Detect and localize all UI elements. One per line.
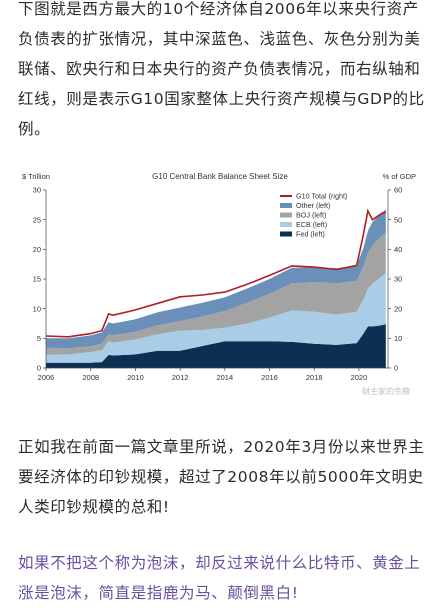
x-tick-label: 2010 xyxy=(127,373,144,382)
watermark-text: 财主家的余粮 xyxy=(362,386,410,396)
body-paragraph: 正如我在前面一篇文章里所说，2020年3月份以来世界主要经济体的印钞规模，超过了… xyxy=(18,438,425,516)
x-tick-label: 2012 xyxy=(172,373,189,382)
left-tick-label: 5 xyxy=(37,334,41,343)
right-axis-label: % of GDP xyxy=(383,172,416,181)
legend-label-other: Other (left) xyxy=(296,201,330,210)
x-tick-label: 2020 xyxy=(351,373,368,382)
legend-label-boj: BOJ (left) xyxy=(296,211,326,220)
right-tick-label: 0 xyxy=(394,364,398,373)
legend-swatch-ecb xyxy=(280,222,292,227)
legend-label-fed: Fed (left) xyxy=(296,230,325,239)
area-ecb xyxy=(46,273,386,363)
left-tick-label: 15 xyxy=(33,275,41,284)
intro-paragraph: 下图就是西方最大的10个经济体自2006年以来央行资产负债表的扩张情况，其中深蓝… xyxy=(18,0,425,138)
area-series-group xyxy=(46,209,386,368)
left-tick-label: 20 xyxy=(33,245,41,254)
left-tick-label: 30 xyxy=(33,186,41,195)
left-tick-label: 10 xyxy=(33,304,41,313)
x-tick-label: 2018 xyxy=(306,373,323,382)
legend: G10 Total (right)Other (left)BOJ (left)E… xyxy=(280,192,347,239)
balance-sheet-chart: G10 Central Bank Balance Sheet Size $ Tr… xyxy=(18,168,422,404)
chart-title: G10 Central Bank Balance Sheet Size xyxy=(152,172,288,181)
legend-label-ecb: ECB (left) xyxy=(296,220,327,229)
axes-group: 0 5 10 15 20 25 30 0 10 20 30 40 50 60 2006 2008 2010 201… xyxy=(33,186,403,382)
x-tick-label: 2008 xyxy=(82,373,99,382)
area-other xyxy=(46,209,386,349)
x-tick-label: 2006 xyxy=(38,373,55,382)
right-tick-label: 20 xyxy=(394,304,402,313)
closing-paragraph: 如果不把这个称为泡沫，却反过来说什么比特币、黄金上涨是泡沫，简直是指鹿为马、颠倒… xyxy=(18,554,421,602)
right-tick-label: 10 xyxy=(394,334,402,343)
chart: G10 Central Bank Balance Sheet Size $ Tr… xyxy=(18,168,422,404)
right-tick-label: 50 xyxy=(394,215,402,224)
line-series-group xyxy=(45,208,387,338)
legend-swatch-other xyxy=(280,203,292,208)
x-tick-label: 2016 xyxy=(261,373,278,382)
right-tick-label: 40 xyxy=(394,245,402,254)
legend-swatch-fed xyxy=(280,231,292,237)
left-tick-label: 0 xyxy=(37,364,41,373)
line-g10-total xyxy=(45,208,387,338)
left-tick-label: 25 xyxy=(33,215,41,224)
right-tick-label: 30 xyxy=(394,275,402,284)
x-tick-label: 2014 xyxy=(216,373,233,382)
legend-swatch-boj xyxy=(280,212,292,218)
area-fed xyxy=(46,324,386,368)
legend-label-g10: G10 Total (right) xyxy=(296,192,347,201)
area-boj xyxy=(46,232,386,355)
left-axis-label: $ Trillion xyxy=(22,172,50,181)
right-tick-label: 60 xyxy=(394,186,402,195)
